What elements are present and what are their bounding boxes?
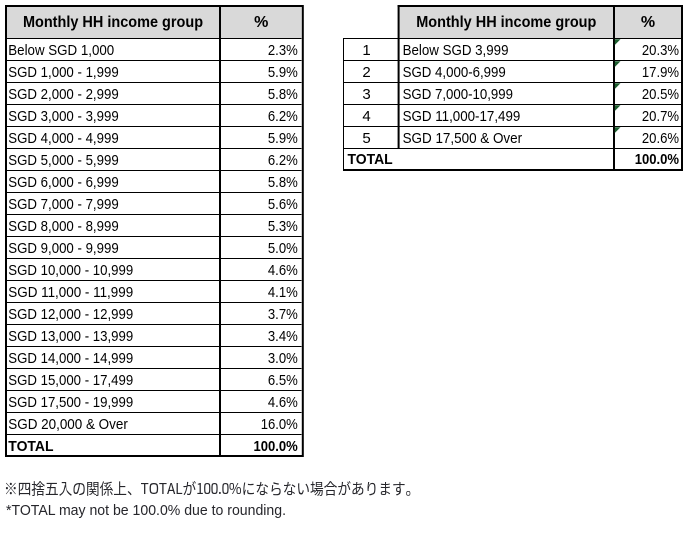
svg-text:%: %: [641, 14, 655, 31]
svg-text:5: 5: [362, 130, 370, 147]
svg-text:6.5%: 6.5%: [268, 372, 298, 389]
svg-text:4.6%: 4.6%: [268, 394, 298, 411]
svg-text:SGD 1,000 - 1,999: SGD 1,000 - 1,999: [8, 64, 118, 81]
svg-text:2: 2: [362, 64, 370, 81]
svg-text:5.8%: 5.8%: [268, 86, 298, 103]
svg-text:SGD 5,000 - 5,999: SGD 5,000 - 5,999: [8, 152, 118, 169]
svg-text:5.6%: 5.6%: [268, 196, 298, 213]
svg-text:SGD 3,000 - 3,999: SGD 3,000 - 3,999: [8, 108, 118, 125]
svg-text:SGD 15,000 - 17,499: SGD 15,000 - 17,499: [8, 372, 133, 389]
svg-text:TOTAL: TOTAL: [348, 151, 393, 168]
svg-text:SGD 2,000 - 2,999: SGD 2,000 - 2,999: [8, 86, 118, 103]
svg-text:Below SGD 3,999: Below SGD 3,999: [403, 42, 509, 59]
svg-text:SGD 6,000 - 6,999: SGD 6,000 - 6,999: [8, 174, 118, 191]
svg-text:16.0%: 16.0%: [261, 416, 298, 433]
svg-text:SGD 8,000 - 8,999: SGD 8,000 - 8,999: [8, 218, 118, 235]
svg-text:SGD 11,000 - 11,999: SGD 11,000 - 11,999: [8, 284, 133, 301]
svg-text:4.1%: 4.1%: [268, 284, 298, 301]
svg-text:17.9%: 17.9%: [642, 64, 679, 81]
svg-text:SGD 9,000 - 9,999: SGD 9,000 - 9,999: [8, 240, 118, 257]
svg-text:5.9%: 5.9%: [268, 130, 298, 147]
svg-text:5.3%: 5.3%: [268, 218, 298, 235]
svg-text:SGD 14,000 - 14,999: SGD 14,000 - 14,999: [8, 350, 133, 367]
svg-text:100.0%: 100.0%: [635, 151, 679, 168]
svg-text:Monthly HH income group: Monthly HH income group: [416, 14, 596, 31]
svg-text:SGD 17,500 - 19,999: SGD 17,500 - 19,999: [8, 394, 133, 411]
svg-text:5.9%: 5.9%: [268, 64, 298, 81]
svg-text:SGD 4,000 - 4,999: SGD 4,000 - 4,999: [8, 130, 118, 147]
svg-text:3.7%: 3.7%: [268, 306, 298, 323]
svg-text:SGD 13,000 - 13,999: SGD 13,000 - 13,999: [8, 328, 133, 345]
svg-text:20.7%: 20.7%: [642, 108, 679, 125]
svg-text:4.6%: 4.6%: [268, 262, 298, 279]
svg-text:1: 1: [362, 42, 370, 59]
svg-text:SGD 7,000 - 7,999: SGD 7,000 - 7,999: [8, 196, 118, 213]
svg-text:2.3%: 2.3%: [268, 42, 298, 59]
svg-text:3.0%: 3.0%: [268, 350, 298, 367]
svg-text:Below SGD 1,000: Below SGD 1,000: [8, 42, 114, 59]
svg-text:20.6%: 20.6%: [642, 130, 679, 147]
svg-text:SGD 4,000-6,999: SGD 4,000-6,999: [403, 64, 506, 81]
svg-text:SGD 12,000 - 12,999: SGD 12,000 - 12,999: [8, 306, 133, 323]
svg-text:Monthly HH income group: Monthly HH income group: [23, 14, 203, 31]
svg-text:5.0%: 5.0%: [268, 240, 298, 257]
svg-text:SGD 10,000 - 10,999: SGD 10,000 - 10,999: [8, 262, 133, 279]
svg-text:SGD 17,500 & Over: SGD 17,500 & Over: [403, 130, 522, 147]
svg-text:*TOTAL may not be 100.0% due t: *TOTAL may not be 100.0% due to rounding…: [6, 502, 286, 519]
svg-text:5.8%: 5.8%: [268, 174, 298, 191]
svg-text:20.5%: 20.5%: [642, 86, 679, 103]
svg-text:6.2%: 6.2%: [268, 108, 298, 125]
svg-text:100.0%: 100.0%: [254, 438, 298, 455]
svg-text:20.3%: 20.3%: [642, 42, 679, 59]
svg-text:TOTAL: TOTAL: [8, 438, 53, 455]
svg-text:4: 4: [362, 108, 370, 125]
svg-text:6.2%: 6.2%: [268, 152, 298, 169]
svg-text:3: 3: [362, 86, 370, 103]
svg-text:3.4%: 3.4%: [268, 328, 298, 345]
svg-text:SGD 20,000 & Over: SGD 20,000 & Over: [8, 416, 128, 433]
svg-text:%: %: [254, 14, 268, 31]
svg-text:SGD 11,000-17,499: SGD 11,000-17,499: [403, 108, 521, 125]
svg-text:SGD 7,000-10,999: SGD 7,000-10,999: [403, 86, 513, 103]
